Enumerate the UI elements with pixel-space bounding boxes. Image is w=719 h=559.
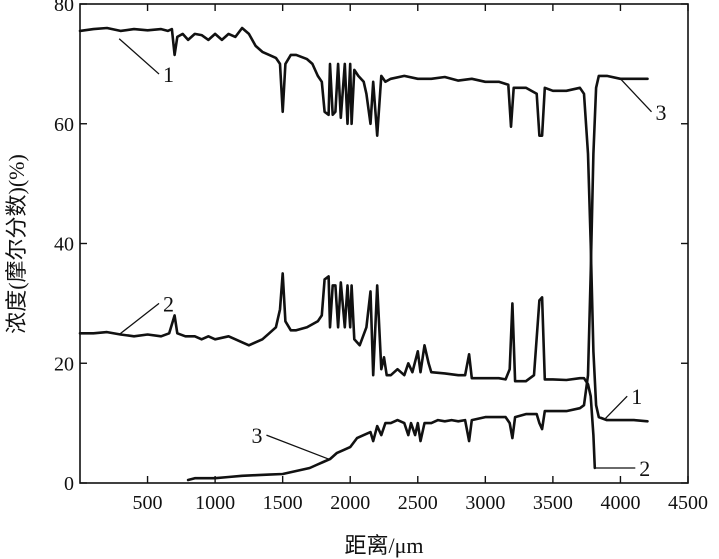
- x-tick-label: 500: [133, 492, 163, 514]
- annotation-label: 2: [639, 456, 650, 481]
- x-axis-label: 距离/μm: [344, 533, 423, 558]
- annotation-label: 1: [631, 384, 642, 409]
- annotation-label: 2: [163, 291, 174, 316]
- series-line-3: [186, 74, 649, 482]
- x-tick-label: 1500: [263, 492, 303, 514]
- annotation-leader: [605, 395, 628, 419]
- axis-ticks: [80, 3, 689, 484]
- y-tick-label: 80: [54, 0, 74, 16]
- x-tick-label: 3500: [533, 492, 573, 514]
- x-tick-label: 2500: [398, 492, 438, 514]
- x-tick-label: 1000: [195, 492, 235, 514]
- y-tick-label: 40: [54, 234, 74, 256]
- x-tick-label: 3000: [465, 492, 505, 514]
- annotation-leader: [266, 434, 329, 460]
- tick-labels: 500 1000 1500 2000 2500 3000 3500 4000 4500 0 20 40…: [54, 0, 708, 514]
- annotation-layer: 1 2 3 1 2 3: [118, 38, 667, 481]
- series-line-2: [78, 272, 597, 470]
- y-tick-label: 60: [54, 114, 74, 136]
- y-tick-label: 20: [54, 353, 74, 375]
- annotation-leader: [118, 302, 160, 336]
- series-line-1: [78, 26, 649, 423]
- series-layer: [78, 26, 649, 482]
- y-axis-label: 浓度(摩尔分数)(%): [4, 154, 29, 334]
- x-tick-label: 2000: [330, 492, 370, 514]
- annotation-leader: [118, 38, 160, 75]
- annotation-leader: [619, 78, 652, 113]
- y-tick-label: 0: [64, 473, 74, 495]
- x-tick-label: 4500: [668, 492, 708, 514]
- annotation-label: 1: [163, 62, 174, 87]
- x-tick-label: 4000: [600, 492, 640, 514]
- annotation-label: 3: [251, 423, 262, 448]
- annotation-label: 3: [656, 100, 667, 125]
